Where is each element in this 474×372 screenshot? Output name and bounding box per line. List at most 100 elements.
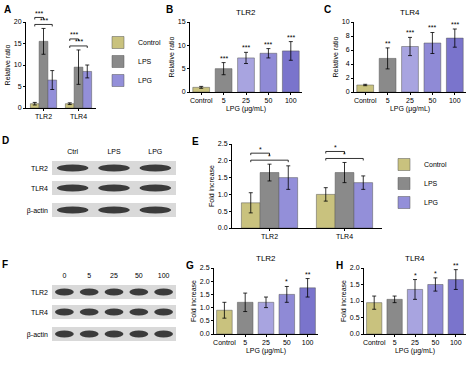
svg-text:Control: Control [213,339,236,346]
svg-text:0: 0 [346,88,350,95]
svg-text:*: * [334,144,337,151]
svg-text:2.5: 2.5 [218,140,228,147]
svg-text:TLR4: TLR4 [336,233,353,240]
svg-text:E: E [192,136,199,147]
svg-text:**: ** [385,40,391,47]
svg-text:*: * [259,146,262,153]
svg-text:5: 5 [87,272,91,279]
svg-text:***: *** [35,10,43,17]
svg-text:2: 2 [346,74,350,81]
svg-text:***: *** [40,17,48,24]
svg-text:TLR2: TLR2 [31,165,48,172]
svg-text:*: * [343,151,346,158]
svg-text:5: 5 [222,97,226,104]
svg-text:TLR4: TLR4 [405,254,425,263]
svg-text:Control: Control [363,339,386,346]
svg-text:LPG (μg/mL): LPG (μg/mL) [395,347,435,355]
svg-text:**: ** [453,262,459,269]
svg-text:TLR2: TLR2 [261,233,278,240]
svg-text:2.0: 2.0 [350,264,360,271]
svg-text:0: 0 [18,104,22,111]
svg-text:TLR2: TLR2 [256,254,276,263]
svg-text:50: 50 [432,339,440,346]
svg-text:50: 50 [265,97,273,104]
svg-text:TLR4: TLR4 [70,113,87,120]
svg-text:TLR4: TLR4 [31,185,48,192]
svg-text:A: A [4,4,11,15]
svg-text:5: 5 [393,339,397,346]
svg-text:Fold increase: Fold increase [340,280,347,322]
svg-text:***: *** [451,21,459,28]
svg-text:TLR2: TLR2 [31,289,48,296]
svg-text:1.5: 1.5 [218,174,228,181]
svg-text:β-actin: β-actin [27,207,48,215]
svg-text:5: 5 [386,97,390,104]
svg-text:Control: Control [138,39,161,46]
svg-text:25: 25 [242,97,250,104]
svg-text:5: 5 [182,65,186,72]
svg-text:***: *** [220,55,228,62]
svg-text:***: *** [70,31,78,38]
svg-text:2.5: 2.5 [200,264,210,271]
svg-text:LPG (μg/mL): LPG (μg/mL) [390,105,430,113]
svg-text:***: *** [428,24,436,31]
svg-text:100: 100 [302,339,314,346]
svg-text:5: 5 [243,339,247,346]
svg-text:1.0: 1.0 [200,304,210,311]
svg-text:F: F [2,259,8,270]
svg-text:TLR4: TLR4 [400,8,420,17]
svg-text:TLR2: TLR2 [236,8,256,17]
svg-text:Fold increase: Fold increase [208,165,215,207]
svg-text:*: * [268,153,271,160]
svg-text:100: 100 [450,339,462,346]
svg-text:10: 10 [14,61,22,68]
svg-text:15: 15 [178,18,186,25]
svg-text:25: 25 [110,272,118,279]
svg-text:Relative ratio: Relative ratio [4,44,11,85]
svg-text:0: 0 [182,88,186,95]
svg-text:0.5: 0.5 [218,208,228,215]
svg-text:1.5: 1.5 [200,291,210,298]
svg-text:H: H [336,260,343,271]
svg-text:50: 50 [283,339,291,346]
svg-text:LPS: LPS [138,58,152,65]
svg-text:***: *** [75,38,83,45]
svg-text:***: *** [242,44,250,51]
svg-text:50: 50 [429,97,437,104]
svg-text:5: 5 [18,83,22,90]
svg-text:**: ** [305,271,311,278]
svg-text:G: G [186,260,194,271]
svg-text:1.5: 1.5 [350,281,360,288]
svg-text:LPG: LPG [424,199,438,206]
svg-text:LPS: LPS [107,148,121,155]
svg-text:Relative ratio: Relative ratio [332,36,339,77]
svg-text:100: 100 [449,97,461,104]
svg-text:LPG: LPG [148,148,162,155]
svg-text:LPG (μg/mL): LPG (μg/mL) [246,347,286,355]
svg-text:2.0: 2.0 [200,278,210,285]
svg-text:Fold increase: Fold increase [190,280,197,322]
svg-text:8: 8 [346,32,350,39]
svg-text:β-actin: β-actin [27,331,48,339]
svg-text:Relative ratio: Relative ratio [168,36,175,77]
svg-text:0.5: 0.5 [350,314,360,321]
svg-text:4: 4 [346,60,350,67]
svg-text:25: 25 [262,339,270,346]
svg-text:15: 15 [14,40,22,47]
svg-text:Control: Control [354,97,377,104]
svg-text:TLR4: TLR4 [31,309,48,316]
svg-text:10: 10 [178,42,186,49]
svg-text:***: *** [287,34,295,41]
svg-text:0: 0 [62,272,66,279]
svg-text:*: * [414,272,417,279]
svg-text:1.0: 1.0 [350,297,360,304]
svg-text:0.5: 0.5 [200,317,210,324]
svg-text:2.0: 2.0 [218,157,228,164]
svg-text:*: * [285,278,288,285]
svg-text:20: 20 [14,18,22,25]
svg-text:Ctrl: Ctrl [67,148,78,155]
svg-text:TLR2: TLR2 [35,113,52,120]
svg-text:1.0: 1.0 [218,191,228,198]
svg-text:*: * [434,270,437,277]
svg-text:6: 6 [346,46,350,53]
